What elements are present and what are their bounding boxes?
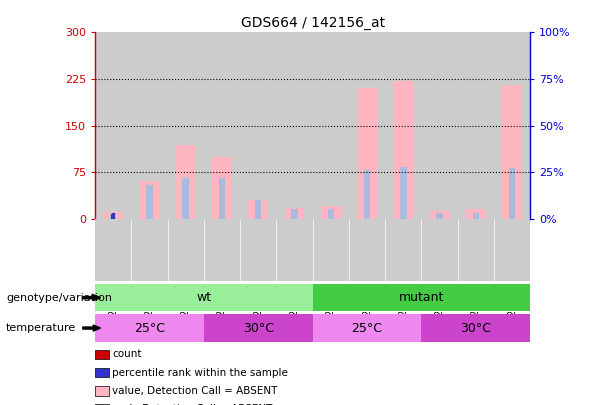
Bar xyxy=(204,314,313,342)
Bar xyxy=(131,32,167,219)
Bar xyxy=(509,168,516,219)
Bar xyxy=(276,32,313,219)
Bar xyxy=(422,32,458,219)
Text: wt: wt xyxy=(196,291,211,304)
Bar xyxy=(176,145,196,219)
Text: value, Detection Call = ABSENT: value, Detection Call = ABSENT xyxy=(112,386,278,396)
Bar xyxy=(95,314,204,342)
Bar xyxy=(103,213,123,219)
Bar xyxy=(430,211,449,219)
Bar xyxy=(110,213,116,219)
Bar xyxy=(313,314,422,342)
Text: count: count xyxy=(112,350,142,359)
Bar xyxy=(146,185,153,219)
Bar xyxy=(458,32,494,219)
Bar xyxy=(139,181,159,219)
Bar xyxy=(291,209,298,219)
Bar xyxy=(240,32,276,219)
Text: 30°C: 30°C xyxy=(243,322,274,335)
Bar xyxy=(248,200,268,219)
Bar xyxy=(422,314,530,342)
Bar xyxy=(364,170,370,219)
Bar xyxy=(95,32,131,219)
Bar xyxy=(313,284,530,311)
Bar xyxy=(167,32,204,219)
Bar xyxy=(394,81,413,219)
Text: temperature: temperature xyxy=(6,323,77,333)
Bar xyxy=(284,207,305,219)
Bar xyxy=(494,32,530,219)
Bar xyxy=(466,209,486,219)
Bar xyxy=(349,32,385,219)
Bar xyxy=(502,85,522,219)
Title: GDS664 / 142156_at: GDS664 / 142156_at xyxy=(240,16,385,30)
Bar xyxy=(212,157,232,219)
Bar xyxy=(183,178,189,219)
Bar xyxy=(204,32,240,219)
Text: genotype/variation: genotype/variation xyxy=(6,293,112,303)
Bar xyxy=(219,178,225,219)
Bar xyxy=(400,166,406,219)
Bar xyxy=(321,206,341,219)
Bar xyxy=(385,32,422,219)
Bar xyxy=(95,284,313,311)
Text: 25°C: 25°C xyxy=(134,322,165,335)
Text: percentile rank within the sample: percentile rank within the sample xyxy=(112,368,288,377)
Text: rank, Detection Call = ABSENT: rank, Detection Call = ABSENT xyxy=(112,404,273,405)
Bar xyxy=(473,213,479,219)
Bar xyxy=(112,213,115,219)
Text: mutant: mutant xyxy=(398,291,444,304)
Bar xyxy=(111,214,115,219)
Bar xyxy=(327,209,334,219)
Bar xyxy=(357,88,377,219)
Bar xyxy=(255,200,262,219)
Bar xyxy=(313,32,349,219)
Text: 25°C: 25°C xyxy=(351,322,383,335)
Bar xyxy=(436,213,443,219)
Text: 30°C: 30°C xyxy=(460,322,492,335)
